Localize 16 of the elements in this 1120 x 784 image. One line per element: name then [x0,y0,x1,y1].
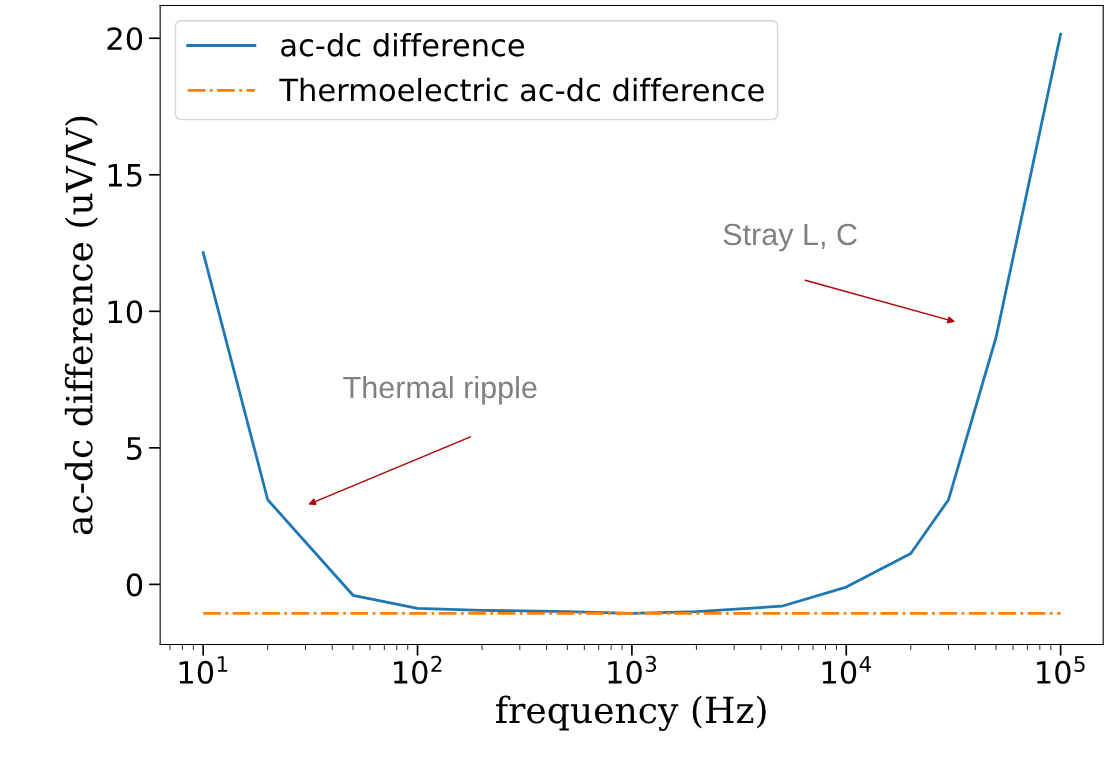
x-tick-label: 10$^{5}$ [1037,656,1085,684]
legend-label: Thermoelectric ac-dc difference [279,77,764,102]
y-tick-label: 0 [126,573,143,597]
x-tick-label: 10$^{1}$ [179,656,228,684]
x-tick-label: 10$^{4}$ [822,656,871,684]
y-tick-label: 5 [127,437,142,460]
annotation: Stray L, C [723,223,857,252]
x-axis-title: frequency (Hz) [496,695,766,732]
y-tick-label: 20 [107,27,143,51]
y-tick-label: 10 [108,300,143,324]
x-tick-label: 10$^{3}$ [608,655,657,684]
y-axis-title: ac-dc difference (uV/V) [64,116,98,535]
x-tick-label: 10$^{2}$ [394,655,442,684]
y-tick-label: 15 [108,164,142,187]
legend-label: ac-dc difference [281,32,524,57]
annotation: Thermal ripple [343,375,537,405]
